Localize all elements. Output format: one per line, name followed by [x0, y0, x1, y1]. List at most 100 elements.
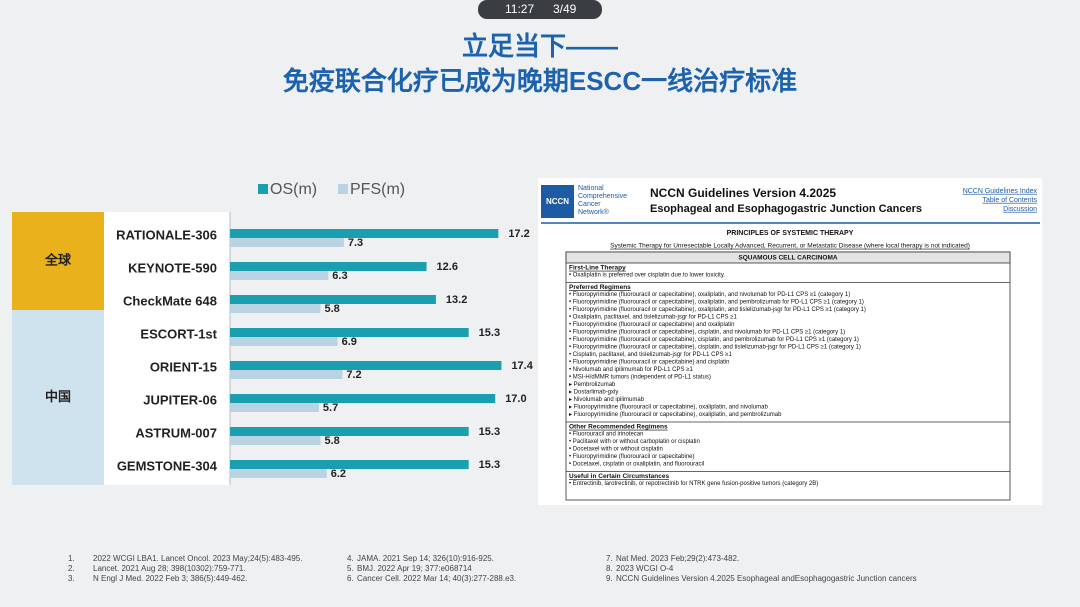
bar [230, 394, 496, 403]
bar [230, 469, 327, 478]
table-header: SQUAMOUS CELL CARCINOMA [738, 255, 837, 262]
block-line: ▸ Fluoropyrimidine (fluorouracil or cape… [569, 405, 768, 411]
ref-text: JAMA. 2021 Sep 14; 326(10):916-925. [357, 554, 494, 563]
ref-text: Lancet. 2021 Aug 28; 398(10302):759-771. [93, 564, 246, 573]
block-line: ▸ Fluoropyrimidine (fluorouracil or cape… [569, 412, 782, 418]
ref-text: Nat Med. 2023 Feb;29(2):473-482. [616, 554, 739, 563]
value-label: 6.3 [332, 270, 347, 282]
block-line: • MSI-H/dMMR tumors (independent of PD-L… [569, 375, 711, 381]
org-name: Cancer [578, 201, 601, 208]
ref-number: 4. [347, 554, 354, 563]
ref-text: 2023 WCGI O-4 [616, 564, 674, 573]
value-label: 7.2 [346, 369, 361, 381]
block-line: • Entrectinib, larotrectinib, or repotre… [569, 481, 818, 487]
category-label: ESCORT-1st [140, 326, 217, 341]
region-band [12, 212, 104, 310]
value-label: 13.2 [446, 294, 467, 306]
value-label: 15.3 [479, 459, 500, 471]
logo: NCCN [546, 197, 569, 206]
nccn-document: NCCN National Comprehensive Cancer Netwo… [538, 178, 1042, 505]
value-label: 5.8 [324, 303, 339, 315]
legend-swatch [338, 184, 348, 194]
region-label: 中国 [45, 389, 71, 404]
status-pill [478, 0, 602, 19]
ref-number: 2. [68, 564, 75, 573]
status-time: 11:27 [505, 2, 534, 16]
value-label: 17.4 [511, 360, 533, 372]
block-line: • Fluoropyrimidine (fluorouracil or cape… [569, 454, 695, 460]
value-label: 17.0 [505, 393, 526, 405]
bar [230, 370, 343, 379]
region-label: 全球 [44, 252, 72, 267]
ref-text: NCCN Guidelines Version 4.2025 Esophagea… [616, 574, 917, 583]
ref-number: 9. [606, 574, 613, 583]
ref-text: BMJ. 2022 Apr 19; 377:e068714 [357, 564, 472, 573]
block-line: • Fluoropyrimidine (fluorouracil or cape… [569, 307, 866, 313]
legend-label: PFS(m) [350, 181, 405, 198]
bar [230, 238, 344, 247]
block-line: ▸ Nivolumab and ipilimumab [569, 397, 645, 403]
value-label: 6.9 [342, 336, 357, 348]
bar [230, 262, 427, 271]
section-subtitle: Systemic Therapy for Unresectable Locall… [610, 243, 970, 250]
references: 1. 2022 WCGI LBA1. Lancet Oncol. 2023 May… [68, 554, 917, 583]
section-title: PRINCIPLES OF SYSTEMIC THERAPY [727, 230, 854, 237]
ref-number: 8. [606, 564, 613, 573]
block-line: • Fluorouracil and irinotecan [569, 432, 643, 438]
value-label: 12.6 [437, 261, 458, 273]
org-name: Comprehensive [578, 193, 627, 200]
category-label: KEYNOTE-590 [128, 260, 217, 275]
table-header-bg [565, 251, 1011, 264]
bar [230, 361, 502, 370]
value-label: 5.8 [324, 435, 339, 447]
doc-header: Esophageal and Esophagogastric Junction … [650, 203, 922, 215]
bar [230, 271, 329, 280]
bar [230, 304, 321, 313]
block-line: • Fluoropyrimidine (fluorouracil or cape… [569, 292, 850, 298]
category-label: ASTRUM-007 [135, 425, 217, 440]
value-label: 5.7 [323, 402, 338, 414]
logo-box [541, 185, 574, 218]
block-heading: Useful in Certain Circumstances [569, 473, 669, 480]
block-line: ▸ Pembrolizumab [569, 382, 616, 388]
label-panel [104, 212, 230, 485]
block-line: • Fluoropyrimidine (fluorouracil or cape… [569, 337, 859, 343]
org-name: National [578, 185, 604, 192]
slide-title: 立足当下—— [462, 31, 618, 61]
category-label: RATIONALE-306 [116, 227, 217, 242]
category-label: JUPITER-06 [143, 392, 217, 407]
block-line: • Oxaliplatin, paclitaxel, and tislelizu… [569, 315, 737, 321]
bar [230, 229, 499, 238]
ref-number: 3. [68, 574, 75, 583]
doc-link[interactable]: NCCN Guidelines Index [963, 188, 1038, 195]
ref-number: 1. [68, 554, 75, 563]
legend-label: OS(m) [270, 181, 317, 198]
doc-link[interactable]: Discussion [1003, 206, 1037, 213]
bar [230, 436, 321, 445]
bar [230, 295, 436, 304]
block-line: • Nivolumab and ipilimumab for PD-L1 CPS… [569, 367, 693, 373]
block-line: • Fluoropyrimidine (fluorouracil or cape… [569, 330, 845, 336]
value-label: 15.3 [479, 327, 500, 339]
document-bg [538, 178, 1042, 505]
block-line: • Fluoropyrimidine (fluorouracil or cape… [569, 322, 735, 328]
bar [230, 460, 469, 469]
slide-title: 免疫联合化疗已成为晚期ESCC一线治疗标准 [283, 66, 797, 96]
block-line: ▸ Dostarlimab-gxly [569, 390, 618, 396]
ref-text: N Engl J Med. 2022 Feb 3; 386(5):449-462… [93, 574, 247, 583]
value-label: 7.3 [348, 237, 363, 249]
doc-link[interactable]: Table of Contents [983, 197, 1038, 204]
legend-swatch [258, 184, 268, 194]
value-label: 15.3 [479, 426, 500, 438]
value-label: 6.2 [331, 468, 346, 480]
ref-number: 7. [606, 554, 613, 563]
doc-header: NCCN Guidelines Version 4.2025 [650, 186, 836, 200]
bar [230, 403, 319, 412]
block-line: • Fluoropyrimidine (fluorouracil or cape… [569, 360, 730, 366]
region-band [12, 310, 104, 485]
bar [230, 328, 469, 337]
block-line: • Docetaxel, cisplatin or oxaliplatin, a… [569, 462, 704, 468]
block-line: • Oxaliplatin is preferred over cisplati… [569, 273, 725, 279]
